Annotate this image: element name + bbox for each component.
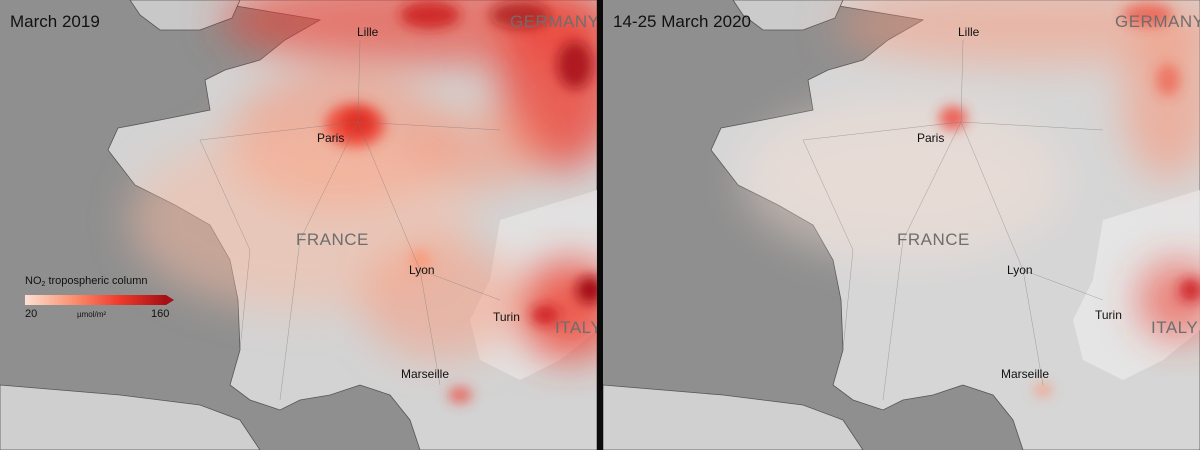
country-label-italy: ITALY [555,318,597,337]
panel-divider [597,0,603,450]
city-label-lyon: Lyon [409,263,435,277]
period-label: 14-25 March 2020 [613,12,751,31]
map-2019 [0,0,597,450]
legend-colorbar [25,295,166,305]
map-panel-2020: 14-25 March 2020 Lille Paris Lyon Turin … [603,0,1200,450]
legend-min-value: 20 [25,308,38,320]
city-label-lille: Lille [958,25,980,39]
land-spain [0,384,261,450]
city-label-turin: Turin [493,310,520,324]
map-2020 [603,0,1200,450]
city-label-marseille: Marseille [401,367,450,381]
legend-unit: µmol/m² [77,310,107,319]
period-label: March 2019 [10,12,100,31]
road-network [802,39,1104,401]
land-britain [732,0,844,31]
city-label-paris: Paris [317,131,345,145]
no2-legend: NO2 tropospheric column 20 µmol/m² 160 [25,275,175,325]
land-britain [129,0,241,31]
country-label-germany: GERMANY [1115,12,1200,31]
country-label-france: FRANCE [897,230,970,249]
city-label-marseille: Marseille [1001,367,1050,381]
city-label-turin: Turin [1095,308,1122,322]
legend-title-suffix: tropospheric column [45,275,148,287]
country-label-france: FRANCE [296,230,369,249]
legend-title-prefix: NO [25,275,42,287]
road-network [199,39,501,401]
land-spain [603,384,864,450]
country-label-germany: GERMANY [510,12,597,31]
city-label-paris: Paris [917,131,945,145]
city-label-lyon: Lyon [1007,263,1033,277]
legend-arrow-icon [166,295,174,305]
legend-title: NO2 tropospheric column [25,275,148,288]
country-label-italy: ITALY [1151,318,1199,337]
map-panel-2019: March 2019 Lille Paris Lyon Turin Marsei… [0,0,597,450]
legend-max-value: 160 [151,308,170,320]
no2-layer-broad [743,0,1200,340]
city-label-lille: Lille [357,25,379,39]
legend-title-subscript: 2 [41,281,46,288]
no2-layer-hotspots [325,1,597,403]
